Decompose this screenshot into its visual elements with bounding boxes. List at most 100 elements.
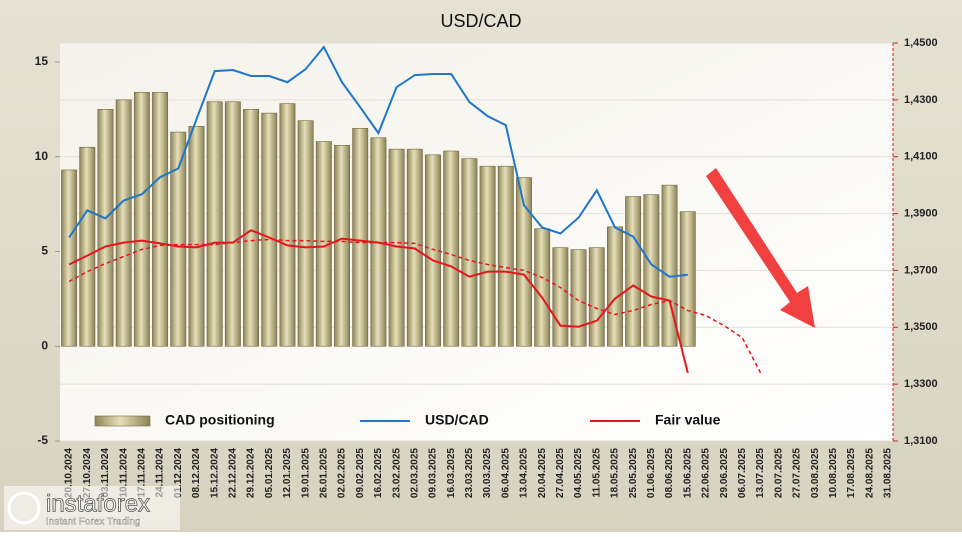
bar — [588, 247, 605, 347]
y2-tick-label: 1,3900 — [904, 207, 938, 219]
x-tick-label: 13.07.2025 — [755, 448, 766, 498]
x-tick-label: 19.01.2025 — [300, 448, 311, 498]
bar — [679, 211, 696, 347]
x-tick-label: 05.01.2025 — [264, 448, 275, 498]
x-tick-label: 20.04.2025 — [537, 448, 548, 498]
legend-swatch — [94, 415, 151, 427]
legend-label: CAD positioning — [165, 412, 275, 428]
x-tick-label: 09.02.2025 — [355, 448, 366, 498]
trend-arrow — [706, 168, 815, 328]
bar — [643, 194, 660, 347]
x-tick-label: 23.02.2025 — [391, 448, 402, 498]
logo-box — [4, 486, 180, 530]
x-tick-label: 04.05.2025 — [573, 448, 584, 498]
x-tick-label: 24.11.2024 — [155, 448, 166, 498]
bar — [297, 120, 314, 347]
bar — [625, 196, 642, 347]
bar — [206, 101, 223, 347]
x-tick-label: 22.06.2025 — [701, 448, 712, 498]
x-tick-label: 06.04.2025 — [500, 448, 511, 498]
bar — [479, 165, 496, 347]
x-tick-label: 31.08.2025 — [883, 448, 894, 498]
x-tick-label: 03.11.2024 — [100, 448, 111, 498]
bar — [133, 91, 150, 347]
x-tick-label: 26.01.2025 — [318, 448, 329, 498]
x-tick-label: 06.07.2025 — [737, 448, 748, 498]
y2-tick-label: 1,3500 — [904, 321, 938, 333]
logo-name: instaforex — [46, 490, 150, 517]
y2-tick-label: 1,3300 — [904, 378, 938, 390]
logo-icon — [7, 491, 41, 525]
y2-tick-label: 1,4300 — [904, 94, 938, 106]
x-tick-label: 27.07.2025 — [792, 448, 803, 498]
x-tick-label: 30.03.2025 — [482, 448, 493, 498]
x-tick-label: 27.10.2024 — [82, 448, 93, 498]
x-tick-label: 29.12.2024 — [246, 448, 257, 498]
y-tick-label: 5 — [41, 244, 48, 258]
bar — [570, 249, 587, 347]
bar — [552, 247, 569, 347]
x-tick-label: 20.10.2024 — [64, 448, 75, 498]
x-tick-label: 11.05.2025 — [591, 448, 602, 498]
y2-tick-label: 1,3700 — [904, 264, 938, 276]
x-tick-label: 25.05.2025 — [628, 448, 639, 498]
y2-tick-label: 1,3100 — [904, 435, 938, 447]
x-tick-label: 18.05.2025 — [610, 448, 621, 498]
x-tick-label: 22.12.2024 — [227, 448, 238, 498]
legend-label: USD/CAD — [425, 412, 489, 428]
bar — [61, 169, 78, 347]
bar — [261, 112, 278, 347]
x-tick-label: 20.07.2025 — [773, 448, 784, 498]
x-tick-label: 15.12.2024 — [209, 448, 220, 498]
bar — [279, 103, 296, 347]
bar — [661, 184, 678, 347]
bar — [79, 146, 96, 347]
x-tick-label: 01.12.2024 — [173, 448, 184, 498]
x-tick-label: 13.04.2025 — [519, 448, 530, 498]
line — [68, 45, 688, 278]
y-tick-label: 15 — [35, 54, 49, 68]
x-tick-label: 10.08.2025 — [828, 448, 839, 498]
x-tick-label: 08.12.2024 — [191, 448, 202, 498]
x-tick-label: 15.06.2025 — [682, 448, 693, 498]
y-tick-label: -5 — [37, 433, 48, 447]
bar — [497, 165, 514, 347]
x-tick-label: 08.06.2025 — [664, 448, 675, 498]
bar — [461, 158, 478, 347]
bar — [243, 109, 259, 347]
x-tick-label: 17.08.2025 — [846, 448, 857, 498]
y-tick-label: 0 — [41, 338, 48, 352]
bar — [516, 177, 532, 347]
x-tick-label: 01.06.2025 — [646, 448, 657, 498]
bar — [170, 131, 187, 347]
bar — [425, 154, 441, 347]
y-tick-label: 10 — [35, 149, 49, 163]
chart-title: USD/CAD — [440, 11, 521, 31]
y2-tick-label: 1,4100 — [904, 151, 938, 163]
logo-tagline: Instant Forex Trading — [46, 517, 141, 528]
x-tick-label: 10.11.2024 — [118, 448, 129, 498]
x-tick-label: 24.08.2025 — [864, 448, 875, 498]
x-tick-label: 29.06.2025 — [719, 448, 730, 498]
y2-tick-label: 1,4500 — [904, 37, 938, 49]
bar — [607, 226, 623, 347]
bar — [97, 109, 114, 347]
bar — [152, 91, 169, 347]
x-tick-label: 17.11.2024 — [137, 448, 148, 498]
x-tick-label: 02.02.2025 — [337, 448, 348, 498]
legend-label: Fair value — [655, 412, 721, 428]
bar — [188, 126, 205, 347]
x-tick-label: 02.03.2025 — [409, 448, 420, 498]
x-tick-label: 12.01.2025 — [282, 448, 293, 498]
x-tick-label: 03.08.2025 — [810, 448, 821, 498]
x-tick-label: 27.04.2025 — [555, 448, 566, 498]
bar — [115, 99, 132, 347]
x-tick-label: 16.03.2025 — [446, 448, 457, 498]
bar — [352, 127, 369, 347]
dashed-line — [68, 238, 762, 374]
x-tick-label: 09.03.2025 — [428, 448, 439, 498]
bar — [443, 150, 460, 347]
x-tick-label: 23.03.2025 — [464, 448, 475, 498]
x-tick-label: 16.02.2025 — [373, 448, 384, 498]
